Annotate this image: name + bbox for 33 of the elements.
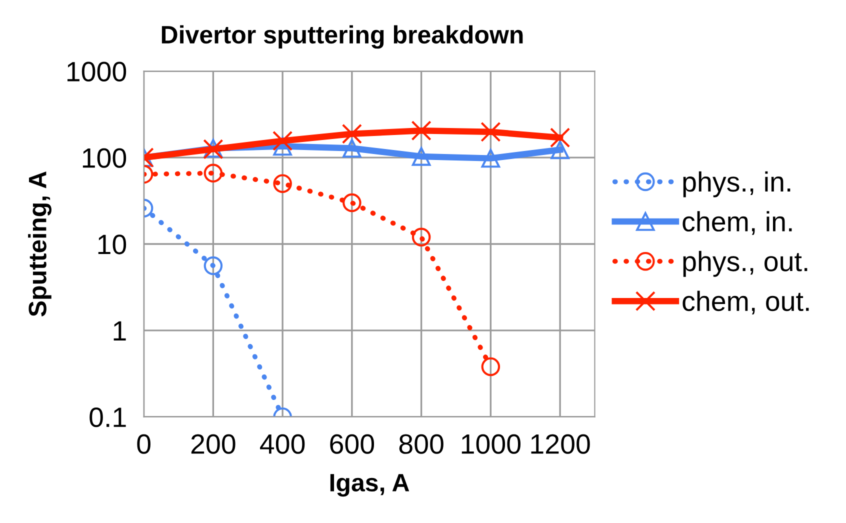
x-tick-label: 800 <box>399 434 444 454</box>
x-tick-label: 600 <box>330 434 374 454</box>
point <box>481 148 500 168</box>
x-tick-label: 1200 <box>531 434 590 454</box>
point <box>550 140 570 160</box>
point <box>412 147 431 166</box>
x-tick-label: 200 <box>191 434 236 454</box>
point <box>342 193 362 212</box>
point <box>272 130 293 151</box>
x-tick-label: 0 <box>137 434 150 454</box>
x-tick-label: 400 <box>260 434 305 454</box>
y-tick-label: 0.1 <box>90 408 126 428</box>
legend-label: phys., in. <box>683 171 790 198</box>
legend-label: chem, in. <box>682 211 792 235</box>
y-axis-title: Sputteing, A <box>28 172 52 316</box>
point <box>342 124 362 144</box>
y-tick-label: 100 <box>82 148 126 168</box>
y-tick-label: 10 <box>98 234 126 254</box>
point <box>204 164 223 183</box>
legend-label: phys., out. <box>683 250 808 277</box>
point <box>481 357 500 376</box>
point <box>342 138 362 158</box>
point <box>480 122 501 142</box>
point <box>411 120 432 141</box>
y-tick-label: 1 <box>114 321 126 340</box>
y-tick-label: 1000 <box>67 62 126 82</box>
x-axis-title: Igas, A <box>330 474 410 497</box>
legend-label: chem, out. <box>682 290 809 314</box>
x-tick-label: 1000 <box>462 434 520 454</box>
point <box>412 228 431 247</box>
chart-title: Divertor sputtering breakdown <box>162 25 523 49</box>
point <box>273 174 292 193</box>
point <box>550 128 570 148</box>
